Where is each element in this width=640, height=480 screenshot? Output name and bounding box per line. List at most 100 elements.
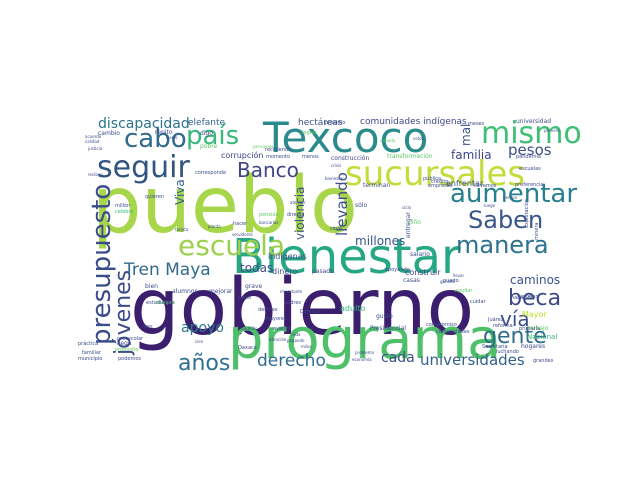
word-mismo: mismo [481, 116, 582, 151]
word-ganado: ganado [440, 279, 456, 284]
word-tarjeta: tarjeta [175, 227, 189, 232]
word-hogares: hogares [521, 343, 545, 350]
word-propósito: propósito [115, 346, 138, 353]
word-importante: importante [280, 289, 303, 294]
word-cuidar: cuidar [470, 299, 487, 305]
word-manera: manera [456, 231, 549, 259]
word-bienestar: bienestar [325, 176, 344, 181]
word-preferencia: preferencia [515, 182, 543, 188]
word-práctica: práctica [78, 340, 98, 347]
word-cabo: cabo [124, 124, 187, 154]
word-llevar: llevar [453, 273, 465, 278]
word-escuela: escuela [178, 229, 285, 262]
word-presupuesto: presupuesto [87, 184, 117, 345]
word-defensa: Defensa [300, 309, 321, 315]
word-sólo: sólo [355, 202, 367, 209]
word-discapacidad: discapacidad [98, 116, 190, 132]
word-nacional: Nacional [527, 333, 557, 341]
word-tren-maya: Tren Maya [123, 260, 211, 280]
word-viva: Viva [173, 179, 187, 205]
word-apoyando: apoyando [385, 267, 410, 273]
word-empresas: empresas [428, 183, 453, 189]
word-entregar: entregar [405, 212, 412, 238]
word-reforma: reforma [493, 323, 513, 329]
word-programa: programa [228, 307, 501, 372]
word-presidencial: Presidencial [370, 325, 406, 332]
word-planta: planta [208, 224, 221, 229]
word-juárez: Juárez [487, 316, 504, 323]
word-atender: atender [290, 200, 306, 205]
word-gente: gente [483, 324, 547, 349]
word-preescolar: preescolar [117, 336, 144, 342]
word-reciben: reciben [88, 172, 103, 177]
word-directa: directa [287, 212, 304, 218]
word-seguir: seguir [97, 150, 190, 185]
word-hectáreas: hectáreas [298, 118, 343, 128]
word-podemos: podemos [118, 356, 141, 362]
word-dinero: dinero [272, 267, 297, 276]
word-secretaría: Secretaría [482, 343, 508, 350]
word-casas: casas [403, 277, 420, 284]
word-primero: primero [544, 128, 560, 133]
word-justicia: justicia [87, 146, 103, 151]
word-mayores: mayores [265, 316, 287, 322]
word-recibiendo: recibiendo [265, 147, 291, 153]
word-momento: momento [266, 154, 290, 160]
word-celebro: celebro [115, 209, 133, 215]
word-menos: menos [302, 154, 319, 160]
word-todas: todas [240, 261, 273, 275]
word-enfrentar: enfrentar [446, 179, 484, 188]
word-oaxaca: Oaxaca [238, 345, 257, 351]
word-terminan: terminan [363, 182, 390, 189]
word-beca: beca [508, 286, 561, 311]
word-próximo: próximo [325, 119, 345, 126]
word-familiar: familiar [82, 350, 102, 356]
word-cien: cien [195, 339, 204, 344]
word-elefante: elefante [188, 118, 225, 128]
word-decirles: decirles [258, 307, 278, 313]
word-quieren: quieren [145, 194, 164, 200]
word-cambio: cambio [98, 130, 120, 137]
word-millones: millones [355, 234, 405, 248]
word-calidad: calidad [85, 139, 100, 144]
word-bienestar: Bienestar [232, 229, 461, 285]
word-millón: millón [115, 202, 130, 209]
word-ayudar: ayudar [455, 288, 473, 294]
word-trabajo: trabajo [527, 325, 549, 332]
word-ciclo: ciclo [402, 205, 412, 210]
word-luchando: luchando [496, 349, 519, 355]
word-bien: bien [145, 283, 158, 290]
word-corrupción: corrupción [221, 150, 263, 160]
word-vamos: vamos [238, 295, 251, 300]
word-alumnos: alumnos [172, 288, 198, 295]
word-banco: Banco [237, 158, 299, 182]
word-primaria: primaria [519, 326, 540, 332]
word-construcción: construcción [331, 155, 369, 162]
cloud-background [80, 115, 561, 365]
word-gobierno: gobierno [130, 263, 474, 353]
word-mal: mal [459, 124, 473, 146]
word-permitir: permitir [241, 326, 257, 331]
word-apoyo: apoyo [181, 320, 224, 336]
word-lograr: lograr [302, 130, 318, 136]
word-mes: mes [142, 324, 153, 330]
word-crisis: crisis [331, 163, 341, 168]
word-corresponde: corresponde [195, 170, 226, 176]
word-gusto: gusto [376, 313, 393, 320]
word-caminos: caminos [510, 273, 560, 287]
word-meses: meses [468, 121, 485, 127]
word-estudiando: estudiando [146, 300, 174, 306]
word-acuerdo: acuerdo [85, 134, 102, 139]
word-pandemia: pandemia [516, 154, 541, 160]
word-comunidades-indígenas: comunidades indígenas [360, 117, 467, 127]
word-pagando: pagando [287, 338, 305, 343]
word-adulto: adulto [340, 304, 365, 313]
word-pueblo: pueblo [92, 161, 358, 251]
word-comunidades: comunidades [436, 329, 470, 335]
word-violencia: violencia [293, 187, 307, 240]
word-escuelas: escuelas [519, 166, 541, 172]
word-problema: problema [355, 350, 375, 355]
word-grave: grave [245, 283, 263, 290]
